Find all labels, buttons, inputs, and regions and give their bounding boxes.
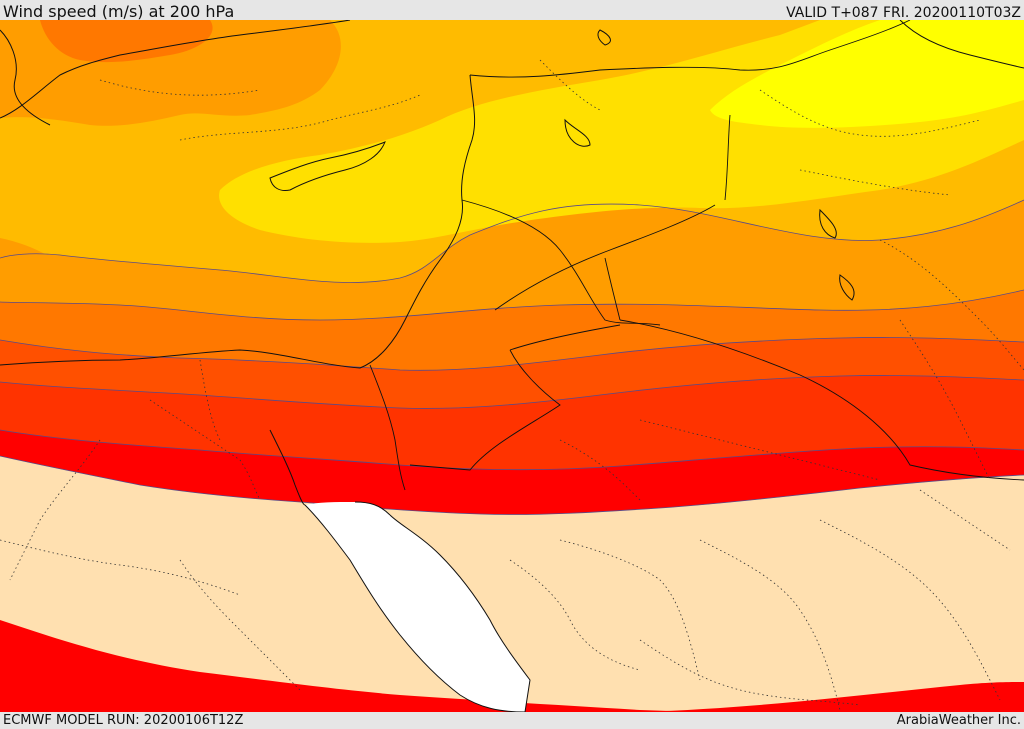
header-bar bbox=[0, 0, 1024, 20]
model-run: ECMWF MODEL RUN: 20200106T12Z bbox=[3, 713, 244, 728]
band-calm bbox=[0, 456, 1024, 712]
map-svg bbox=[0, 20, 1024, 712]
borders bbox=[369, 20, 1024, 491]
credit: ArabiaWeather Inc. bbox=[896, 713, 1021, 728]
red-sea bbox=[305, 502, 530, 712]
map-title: Wind speed (m/s) at 200 hPa bbox=[3, 2, 235, 21]
wind-speed-map bbox=[0, 20, 1024, 712]
band-orange-west bbox=[0, 238, 56, 273]
band-red-southeast bbox=[640, 682, 1024, 712]
speed-contours bbox=[0, 199, 1024, 515]
coastlines bbox=[0, 20, 1024, 712]
admin-boundaries bbox=[0, 59, 1024, 711]
valid-time: VALID T+087 FRI. 20200110T03Z bbox=[786, 5, 1021, 21]
footer-bar bbox=[0, 712, 1024, 729]
band-red-south bbox=[0, 620, 700, 712]
band-dark-orange-northwest bbox=[40, 20, 213, 63]
